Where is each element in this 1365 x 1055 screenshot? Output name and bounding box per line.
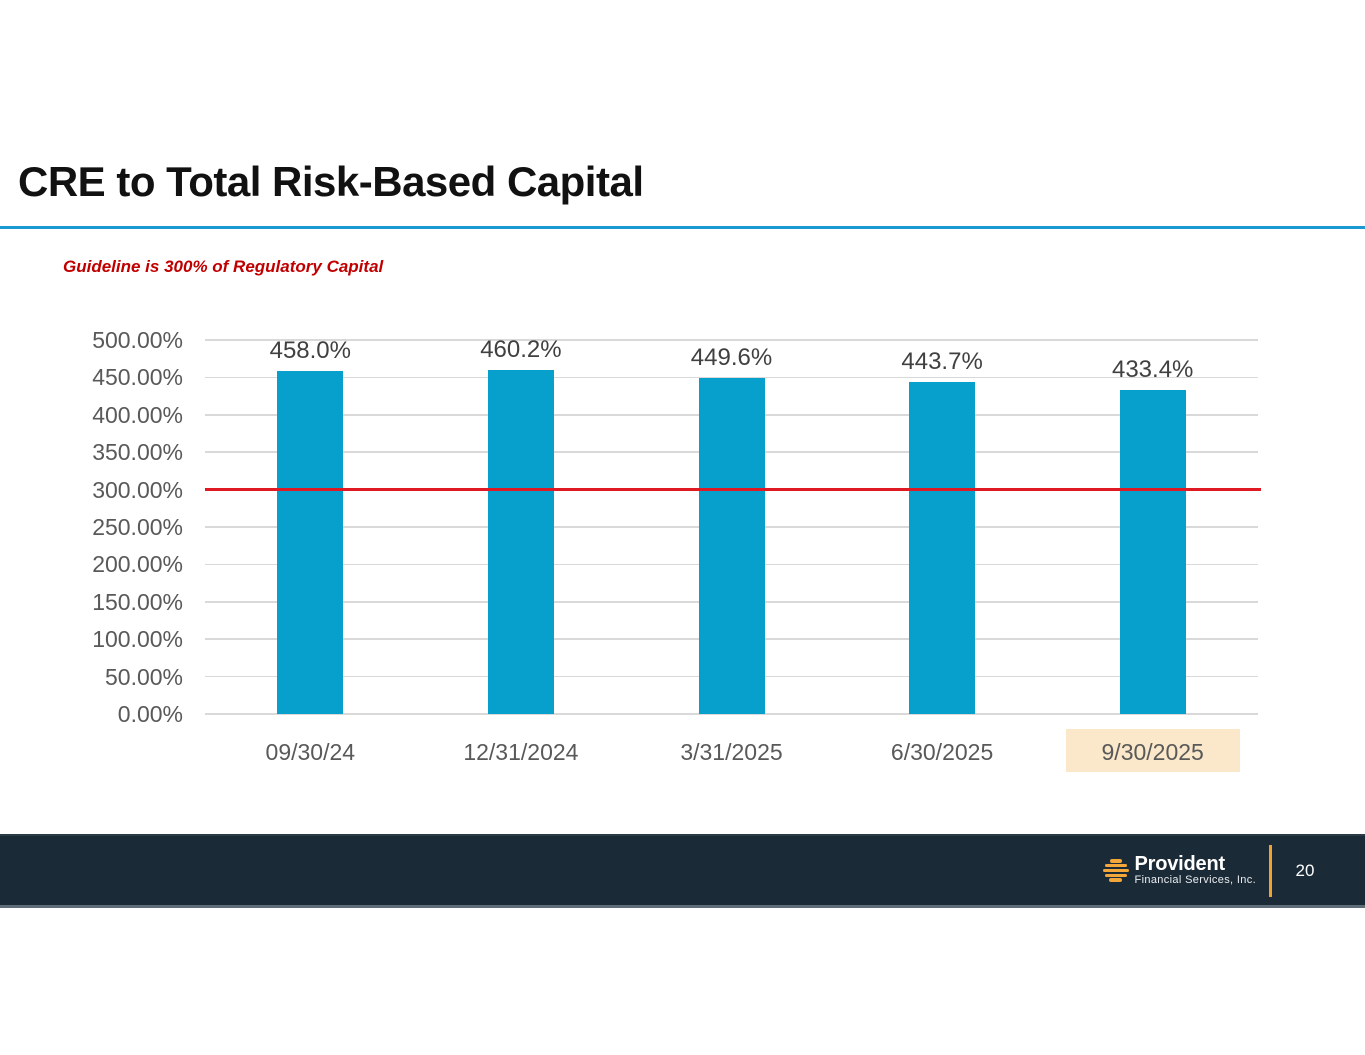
bar-value-label: 458.0% [269, 337, 351, 365]
brand-logo: Provident Financial Services, Inc. [1102, 854, 1257, 887]
bar [909, 382, 976, 714]
y-axis-tick-label: 300.00% [92, 476, 183, 503]
gridline [205, 376, 1258, 379]
brand-subtitle: Financial Services, Inc. [1134, 874, 1256, 886]
bar-chart: 500.00% 450.00% 400.00% 350.00% 300.00% 250.0… [0, 300, 1365, 800]
guideline-annotation: Guideline is 300% of Regulatory Capital [63, 257, 384, 276]
y-axis-tick-label: 400.00% [92, 401, 183, 428]
y-axis-tick-label: 150.00% [92, 588, 183, 615]
provident-logo-icon [1102, 859, 1129, 883]
footer-separator-line [1269, 844, 1272, 897]
guideline-line [205, 488, 1261, 492]
bar-value-label: 449.6% [690, 343, 773, 371]
x-axis-label: 09/30/24 [265, 739, 356, 765]
page-title: CRE to Total Risk-Based Capital [18, 158, 644, 205]
bar-value-label: 433.4% [1111, 355, 1194, 383]
x-axis-label-highlight [1065, 729, 1240, 772]
gridline [205, 339, 1258, 341]
x-axis-label: 6/30/2025 [890, 739, 994, 765]
y-axis-tick-label: 200.00% [92, 551, 183, 578]
x-axis-label: 9/30/2025 [1101, 739, 1204, 765]
bar [1119, 389, 1186, 714]
bar [277, 371, 344, 714]
y-axis-tick-label: 50.00% [104, 663, 183, 690]
bar-value-label: 460.2% [480, 335, 562, 363]
gridline [205, 713, 1258, 715]
page-number: 20 [1295, 860, 1315, 880]
bar-value-label: 443.7% [901, 348, 983, 376]
y-axis-tick-label: 250.00% [92, 514, 183, 540]
y-axis-tick-label: 350.00% [92, 439, 183, 466]
x-axis-label: 12/31/2024 [463, 739, 579, 765]
brand-name: Provident [1134, 853, 1226, 875]
brand-text: Provident Financial Services, Inc. [1135, 854, 1257, 887]
y-axis-tick-label: 0.00% [117, 701, 183, 727]
footer-bar: Provident Financial Services, Inc. 20 [0, 834, 1365, 908]
bar [487, 369, 554, 714]
x-axis-label: 3/31/2025 [680, 739, 783, 765]
y-axis-tick-label: 450.00% [92, 364, 183, 391]
title-divider-line [0, 226, 1365, 229]
bar [698, 377, 765, 714]
y-axis-tick-label: 100.00% [92, 626, 183, 653]
y-axis-tick-label: 500.00% [92, 327, 183, 353]
